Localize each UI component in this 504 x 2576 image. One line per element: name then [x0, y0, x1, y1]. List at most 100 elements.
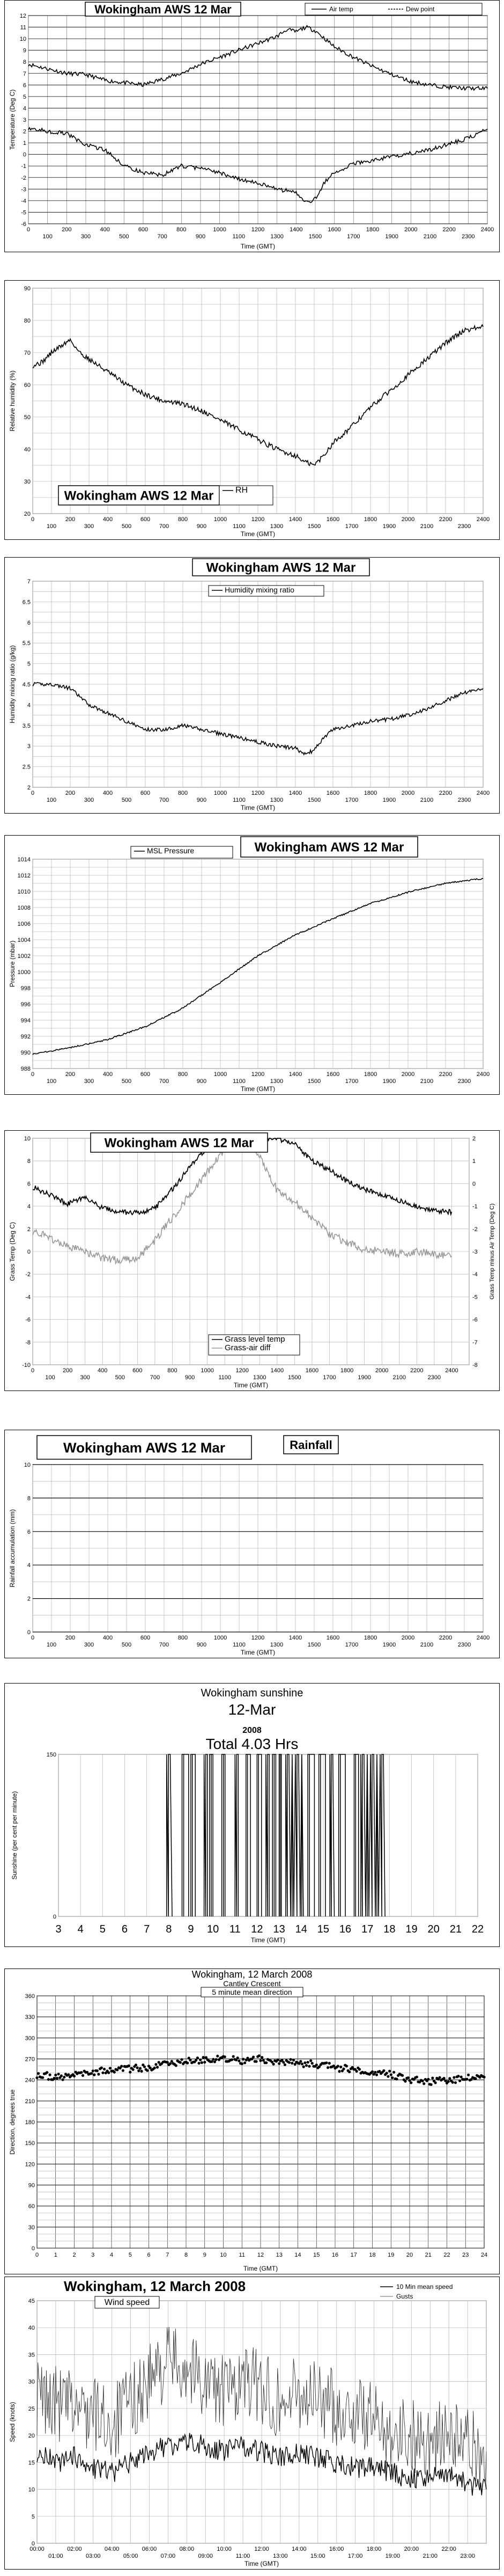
sunshine-burst	[246, 1754, 251, 1916]
direction-point	[374, 2070, 377, 2074]
sunshine-trace	[360, 1754, 386, 1917]
y-tick-label: 7	[23, 71, 26, 77]
direction-point	[47, 2078, 50, 2081]
x-tick-label: 400	[103, 1635, 113, 1641]
direction-point	[174, 2064, 177, 2067]
wind-speed-chart: 0 5 10 15 20 25 30 35 40 45 00:00 02:00 04:00 06:00 08…	[4, 2277, 500, 2570]
legend-box	[208, 585, 324, 597]
y-tick-label: 10	[24, 1462, 31, 1468]
y-tick-label: 30	[28, 2224, 35, 2231]
x-tick-label: 13	[273, 1923, 285, 1935]
direction-point	[235, 2058, 238, 2061]
x-tick-label: 05:00	[123, 2553, 138, 2559]
x-tick-label: 1000	[214, 790, 227, 796]
y-tick-label: 45	[28, 2298, 35, 2304]
direction-point	[292, 2059, 295, 2062]
x-tick-label: 2000	[402, 1071, 414, 1078]
y-tick-label: 0	[27, 1249, 31, 1255]
y-tick-label: 10	[28, 2487, 35, 2493]
y-tick-label: 1004	[18, 937, 31, 943]
x-tick-label: 1800	[364, 790, 377, 796]
x-tick-label: 22	[443, 2252, 450, 2258]
direction-point	[309, 2059, 313, 2062]
direction-point	[447, 2080, 450, 2083]
x-tick-label: 2300	[458, 523, 471, 530]
y-tick-label: 10	[20, 36, 26, 42]
sunshine-trace	[265, 1754, 270, 1917]
y-tick-label: 30	[24, 479, 31, 485]
direction-point	[372, 2073, 375, 2076]
x-tick-label: 1200	[251, 1635, 264, 1641]
y-tick-label: -6	[21, 221, 26, 228]
x-tick-label: 500	[122, 1078, 131, 1085]
x-tick-label: 1800	[366, 226, 379, 233]
x-tick-label: 2400	[477, 790, 490, 796]
x-tick-label: 300	[84, 1642, 94, 1648]
sunshine-burst	[278, 1754, 282, 1916]
y2-tick-label: 1	[472, 1158, 476, 1165]
direction-point	[140, 2069, 143, 2073]
y-tick-label: 210	[25, 2098, 35, 2105]
x-tick-label: 2100	[393, 1374, 406, 1381]
direction-point	[404, 2080, 407, 2083]
x-axis-label: Time (GMT)	[241, 1085, 275, 1093]
x-tick-label: 00:00	[29, 2546, 45, 2552]
x-tick-label: 1400	[289, 1635, 302, 1641]
direction-point	[306, 2061, 309, 2064]
x-tick-label: 4	[78, 1923, 84, 1935]
y-tick-label: 988	[21, 1066, 31, 1072]
series-line-rh	[32, 324, 484, 466]
direction-point	[483, 2075, 486, 2079]
direction-point	[116, 2068, 119, 2072]
x-tick-label: 2300	[458, 797, 471, 803]
sunshine-burst	[329, 1754, 335, 1917]
sunshine-trace	[307, 1754, 315, 1916]
x-tick-label: 800	[176, 226, 186, 233]
direction-point	[434, 2081, 437, 2084]
direction-point	[342, 2067, 345, 2070]
x-tick-label: 800	[178, 1071, 188, 1078]
x-tick-label: 10	[220, 2252, 226, 2258]
direction-point	[54, 2073, 57, 2077]
x-tick-label: 1400	[290, 226, 302, 233]
direction-point	[448, 2077, 451, 2080]
rainfall-chart: 0 2 4 6 8 10 0 200 400 600 800 1000 1200 1400 1600 1800…	[4, 1430, 500, 1658]
direction-point	[378, 2070, 381, 2073]
direction-point	[101, 2071, 105, 2074]
y2-tick-label: 0	[472, 1181, 476, 1187]
x-tick-label: 2200	[439, 790, 452, 796]
direction-point	[95, 2069, 99, 2073]
y-axis-label: Direction, degrees true	[9, 2089, 16, 2155]
y-tick-label: 15	[28, 2460, 35, 2466]
y-tick-label: 1000	[18, 969, 31, 976]
direction-point	[336, 2065, 339, 2068]
direction-point	[453, 2076, 456, 2079]
x-tick-label: 600	[140, 1635, 150, 1641]
x-tick-label: 7	[144, 1923, 150, 1935]
sunshine-burst	[360, 1754, 386, 1917]
x-tick-label: 09:00	[198, 2553, 213, 2559]
x-tick-label: 2200	[442, 226, 455, 233]
x-tick-label: 24	[481, 2252, 487, 2258]
direction-point	[232, 2055, 235, 2058]
x-tick-label: 11	[239, 2252, 245, 2258]
x-tick-label: 6	[122, 1923, 128, 1935]
y-tick-label: 2.5	[23, 764, 31, 771]
direction-point	[138, 2067, 142, 2070]
y-tick-label: 996	[21, 1001, 31, 1008]
legend-entry: Air temp	[329, 5, 353, 13]
x-tick-label: 07:00	[161, 2553, 176, 2559]
direction-point	[240, 2062, 243, 2066]
sunshine-burst	[272, 1754, 277, 1916]
direction-point	[438, 2076, 441, 2079]
sunshine-trace	[278, 1754, 282, 1916]
x-tick-label: 15	[313, 2252, 320, 2258]
x-tick-label: 1900	[383, 1078, 396, 1085]
y-tick-label: 2	[23, 129, 26, 135]
x-axis-label: Time (GMT)	[241, 243, 275, 250]
x-tick-label: 1700	[345, 523, 358, 530]
x-tick-label: 2200	[439, 1071, 452, 1078]
